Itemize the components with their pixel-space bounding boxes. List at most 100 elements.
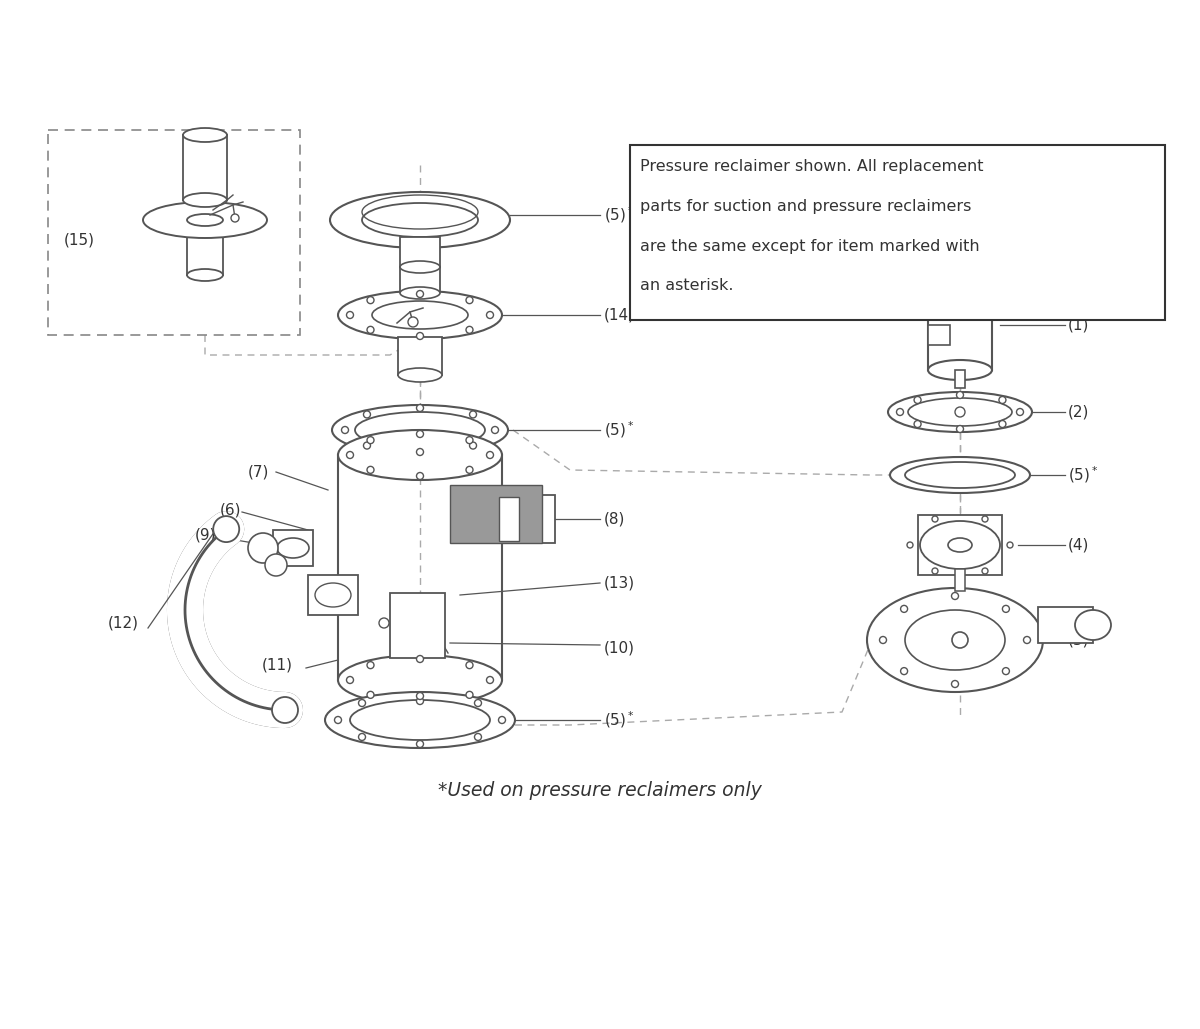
- Ellipse shape: [905, 462, 1015, 488]
- Polygon shape: [450, 485, 542, 543]
- Circle shape: [359, 700, 366, 707]
- Ellipse shape: [182, 128, 227, 142]
- Bar: [187, 220, 223, 275]
- Text: are the same except for item marked with: are the same except for item marked with: [640, 239, 979, 253]
- Bar: [48, 130, 300, 335]
- Circle shape: [367, 466, 374, 473]
- Circle shape: [486, 312, 493, 319]
- Ellipse shape: [362, 203, 478, 237]
- Circle shape: [914, 421, 922, 427]
- Circle shape: [466, 662, 473, 669]
- Text: (1): (1): [1068, 318, 1090, 332]
- Circle shape: [265, 554, 287, 576]
- Circle shape: [952, 632, 968, 648]
- Ellipse shape: [214, 517, 239, 542]
- Circle shape: [230, 214, 239, 222]
- Text: *Used on pressure reclaimers only: *Used on pressure reclaimers only: [438, 781, 762, 800]
- Ellipse shape: [928, 360, 992, 380]
- Circle shape: [956, 426, 964, 432]
- Text: (3): (3): [1068, 633, 1090, 647]
- Bar: [400, 267, 440, 296]
- Circle shape: [466, 326, 473, 333]
- Circle shape: [1002, 668, 1009, 675]
- Ellipse shape: [182, 193, 227, 207]
- Circle shape: [880, 637, 887, 643]
- Circle shape: [364, 442, 371, 449]
- Circle shape: [416, 290, 424, 297]
- Circle shape: [896, 409, 904, 416]
- Ellipse shape: [888, 392, 1032, 432]
- Circle shape: [474, 734, 481, 741]
- Ellipse shape: [338, 655, 502, 705]
- Circle shape: [367, 326, 374, 333]
- Bar: [400, 237, 440, 267]
- Circle shape: [379, 618, 389, 628]
- Ellipse shape: [948, 538, 972, 552]
- Circle shape: [486, 452, 493, 459]
- Bar: [274, 530, 313, 566]
- Circle shape: [359, 734, 366, 741]
- Text: (4): (4): [1068, 537, 1090, 553]
- Text: (8): (8): [604, 511, 625, 527]
- Bar: [182, 135, 227, 200]
- Bar: [630, 145, 1165, 320]
- Ellipse shape: [314, 583, 352, 607]
- Ellipse shape: [332, 405, 508, 455]
- Bar: [955, 370, 965, 388]
- Ellipse shape: [920, 521, 1000, 569]
- Bar: [955, 569, 965, 591]
- Circle shape: [932, 568, 938, 574]
- Bar: [390, 593, 445, 658]
- Text: $(5)^*$: $(5)^*$: [604, 710, 635, 731]
- Ellipse shape: [866, 588, 1043, 691]
- Circle shape: [952, 593, 959, 600]
- Bar: [1038, 607, 1093, 643]
- Ellipse shape: [890, 457, 1030, 493]
- Text: (14): (14): [604, 308, 635, 322]
- Bar: [308, 575, 358, 615]
- Circle shape: [900, 668, 907, 675]
- Circle shape: [364, 411, 371, 418]
- Circle shape: [998, 421, 1006, 427]
- Circle shape: [416, 404, 424, 412]
- Ellipse shape: [905, 610, 1006, 670]
- Ellipse shape: [1075, 610, 1111, 640]
- Bar: [499, 497, 520, 541]
- Circle shape: [914, 396, 922, 403]
- Ellipse shape: [338, 291, 502, 339]
- Text: (9): (9): [194, 528, 216, 542]
- Circle shape: [408, 317, 418, 327]
- Ellipse shape: [400, 261, 440, 273]
- Circle shape: [248, 533, 278, 563]
- Text: (13): (13): [604, 575, 635, 591]
- Bar: [398, 338, 442, 375]
- Circle shape: [335, 716, 342, 723]
- Circle shape: [416, 332, 424, 340]
- Circle shape: [952, 680, 959, 687]
- Circle shape: [474, 700, 481, 707]
- Text: (11): (11): [262, 658, 293, 673]
- Circle shape: [932, 516, 938, 522]
- Text: $(5)^*$: $(5)^*$: [604, 420, 635, 440]
- Circle shape: [982, 516, 988, 522]
- Ellipse shape: [272, 697, 298, 723]
- Text: (7): (7): [248, 464, 269, 480]
- Circle shape: [469, 411, 476, 418]
- Ellipse shape: [400, 287, 440, 299]
- Circle shape: [347, 312, 354, 319]
- Text: (15): (15): [64, 233, 95, 248]
- Circle shape: [347, 676, 354, 683]
- Ellipse shape: [143, 202, 266, 238]
- Ellipse shape: [277, 538, 310, 558]
- Circle shape: [466, 436, 473, 443]
- Bar: [918, 514, 1002, 575]
- Circle shape: [367, 691, 374, 699]
- Bar: [928, 295, 992, 370]
- Ellipse shape: [928, 285, 992, 305]
- Circle shape: [416, 741, 424, 747]
- Text: an asterisk.: an asterisk.: [640, 278, 733, 293]
- Circle shape: [492, 426, 498, 433]
- Bar: [928, 325, 950, 345]
- Circle shape: [469, 442, 476, 449]
- Ellipse shape: [325, 691, 515, 748]
